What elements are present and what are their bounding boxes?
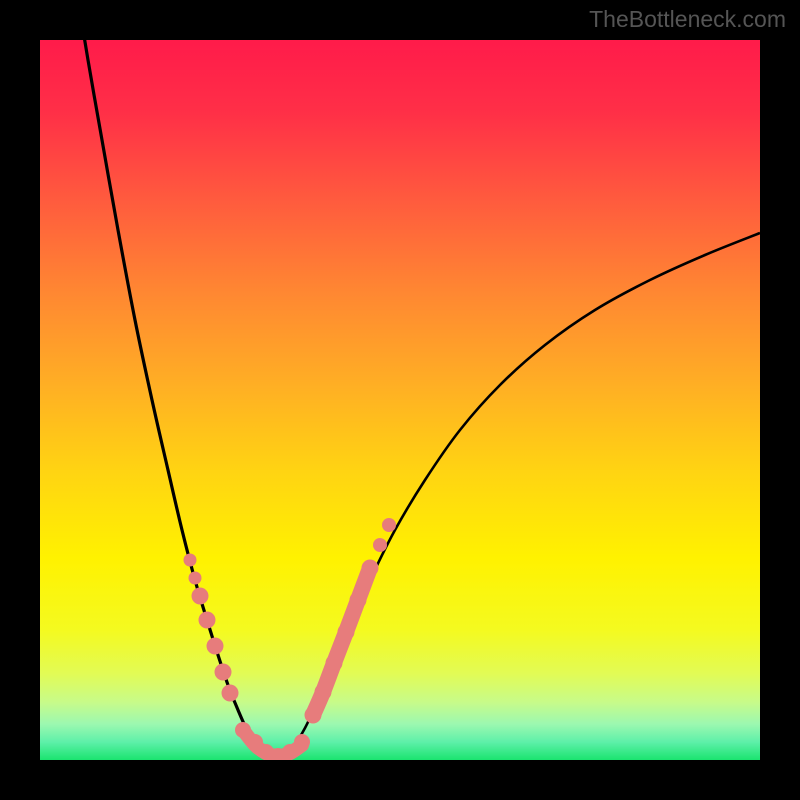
curve-layer [40, 40, 760, 760]
left-curve [75, 40, 275, 758]
pink-dot [189, 572, 202, 585]
pink-dots-layer [184, 518, 397, 760]
pink-dot [373, 538, 387, 552]
pink-dot [184, 554, 197, 567]
pink-dot [192, 588, 209, 605]
pink-dot [207, 638, 224, 655]
pink-dot [338, 624, 355, 641]
right-curve [275, 233, 760, 758]
plot-area [40, 40, 760, 760]
pink-dot [362, 560, 379, 577]
pink-dot [315, 684, 332, 701]
pink-dot [199, 612, 216, 629]
pink-dot [294, 734, 310, 750]
pink-dot [326, 655, 343, 672]
pink-dot [222, 685, 239, 702]
pink-dot [215, 664, 232, 681]
chart-frame: TheBottleneck.com [0, 0, 800, 800]
pink-dot [305, 707, 322, 724]
pink-dot [235, 722, 251, 738]
pink-dot [382, 518, 396, 532]
watermark-text: TheBottleneck.com [589, 6, 786, 33]
pink-dot [350, 592, 367, 609]
